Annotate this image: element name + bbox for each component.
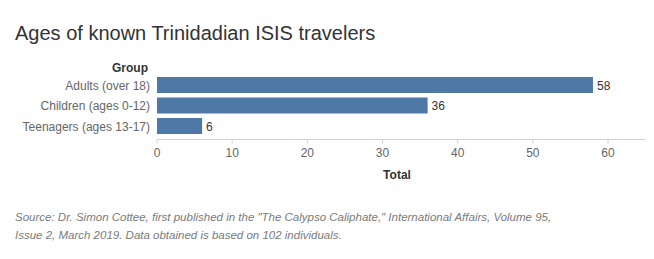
bar: [157, 98, 428, 114]
tick-mark: [532, 140, 533, 144]
category-label: Teenagers (ages 13-17): [23, 120, 150, 134]
tick-label: 10: [225, 146, 239, 160]
y-axis-label: Group: [112, 61, 148, 75]
tick-mark: [232, 140, 233, 144]
tick-mark: [382, 140, 383, 144]
data-label: 58: [597, 79, 611, 93]
tick-label: 20: [301, 146, 315, 160]
tick-label: 60: [601, 146, 615, 160]
title: Ages of known Trinidadian ISIS travelers: [15, 22, 375, 44]
tick-mark: [157, 140, 158, 144]
tick-label: 0: [154, 146, 161, 160]
category-label: Children (ages 0-12): [41, 99, 150, 113]
source-note: Source: Dr. Simon Cottee, first publishe…: [15, 211, 551, 223]
data-label: 36: [432, 99, 446, 113]
bar: [157, 118, 202, 134]
bars: [157, 77, 593, 134]
chart-svg: Ages of known Trinidadian ISIS travelers…: [0, 0, 654, 259]
tick-mark: [307, 140, 308, 144]
tick-mark: [608, 140, 609, 144]
x-axis-line: [157, 139, 646, 140]
x-axis-label: Total: [383, 168, 411, 182]
source-note: Issue 2, March 2019. Data obtained is ba…: [15, 229, 342, 241]
tick-label: 40: [451, 146, 465, 160]
tick-label: 50: [526, 146, 540, 160]
tick-label: 30: [376, 146, 390, 160]
chart-root: Ages of known Trinidadian ISIS travelers…: [0, 0, 654, 259]
category-label: Adults (over 18): [65, 79, 150, 93]
data-labels: 58 36 6: [206, 79, 611, 134]
tick-mark: [457, 140, 458, 144]
data-label: 6: [206, 120, 213, 134]
bar: [157, 77, 593, 93]
